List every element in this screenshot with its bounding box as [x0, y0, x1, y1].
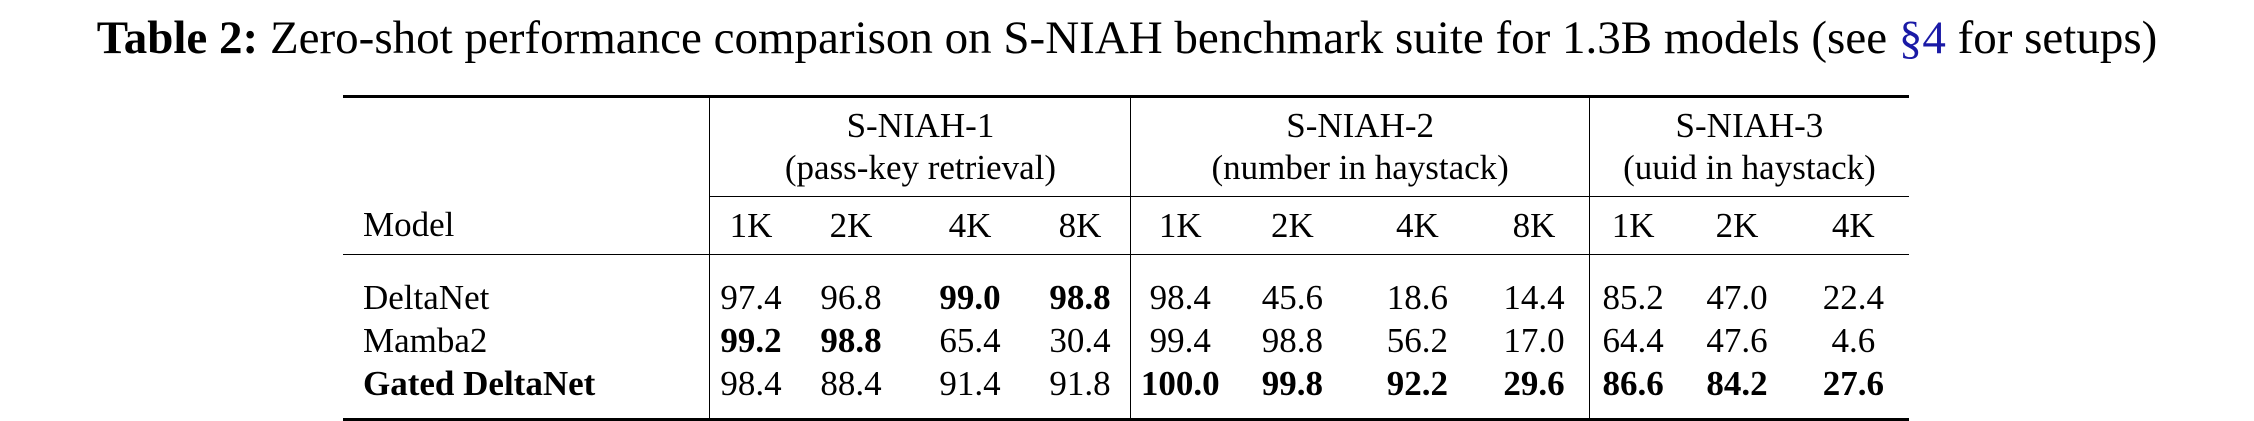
group-name: S-NIAH-1 — [846, 106, 995, 145]
score-cell: 96.8 — [820, 277, 882, 317]
model-name: Gated DeltaNet — [363, 364, 596, 403]
group-header-s-niah-1: S-NIAH-1 (pass-key retrieval) — [709, 96, 1131, 197]
length-header: 1K — [1130, 196, 1229, 255]
score-cell: 65.4 — [939, 321, 1001, 360]
score-cell: 91.4 — [939, 364, 1001, 403]
length-header: 2K — [1229, 196, 1356, 255]
length-header: 2K — [1676, 196, 1798, 255]
score-cell: 47.6 — [1706, 321, 1768, 360]
results-table: S-NIAH-1 (pass-key retrieval) S-NIAH-2 (… — [343, 95, 1909, 421]
score-cell: 99.0 — [939, 277, 1001, 317]
group-header-s-niah-2: S-NIAH-2 (number in haystack) — [1130, 96, 1590, 197]
score-cell: 22.4 — [1822, 277, 1884, 317]
group-header-s-niah-3: S-NIAH-3 (uuid in haystack) — [1588, 96, 1909, 197]
length-header: 2K — [791, 196, 911, 255]
score-cell: 99.2 — [709, 320, 792, 362]
empty-header-cell — [343, 97, 710, 197]
group-header-row: S-NIAH-1 (pass-key retrieval) S-NIAH-2 (… — [343, 96, 1909, 197]
model-name: DeltaNet — [363, 277, 490, 317]
score-cell: 64.4 — [1588, 320, 1677, 362]
score-cell: 99.4 — [1130, 320, 1229, 362]
score-cell: 45.6 — [1261, 277, 1323, 317]
length-header: 1K — [1588, 196, 1677, 255]
length-header: 1K — [709, 196, 792, 255]
score-cell: 97.4 — [709, 254, 792, 320]
score-cell: 98.4 — [709, 362, 792, 420]
table-caption: Table 2: Zero-shot performance compariso… — [0, 8, 2254, 68]
score-cell: 98.4 — [1130, 254, 1229, 320]
score-cell: 47.0 — [1706, 277, 1768, 317]
score-cell: 99.8 — [1261, 364, 1323, 403]
group-subtitle: (pass-key retrieval) — [784, 148, 1056, 187]
score-cell: 98.8 — [1261, 321, 1323, 360]
score-cell: 27.6 — [1822, 364, 1884, 403]
length-header: 4K — [910, 196, 1030, 255]
caption-text-end: for setups) — [1945, 12, 2158, 64]
table-row: Gated DeltaNet 98.4 88.4 91.4 91.8 100.0… — [343, 362, 1909, 420]
score-cell: 17.0 — [1503, 321, 1565, 360]
group-name: S-NIAH-3 — [1675, 106, 1824, 145]
model-column-header: Model — [343, 196, 710, 255]
group-subtitle: (number in haystack) — [1211, 148, 1509, 187]
score-cell: 98.8 — [820, 321, 882, 360]
table-row: Mamba2 99.2 98.8 65.4 30.4 99.4 98.8 56.… — [343, 320, 1909, 362]
score-cell: 100.0 — [1130, 362, 1229, 420]
caption-label: Table 2: — [96, 12, 259, 64]
table-row: DeltaNet 97.4 96.8 99.0 98.8 98.4 45.6 1… — [343, 254, 1909, 320]
score-cell: 88.4 — [820, 364, 882, 403]
score-cell: 86.6 — [1588, 362, 1677, 420]
model-name: Mamba2 — [363, 321, 488, 360]
score-cell: 85.2 — [1588, 254, 1677, 320]
score-cell: 98.8 — [1049, 277, 1111, 317]
score-cell: 91.8 — [1049, 364, 1111, 403]
group-name: S-NIAH-2 — [1286, 106, 1435, 145]
length-header: 4K — [1355, 196, 1480, 255]
score-cell: 14.4 — [1503, 277, 1565, 317]
score-cell: 18.6 — [1386, 277, 1449, 317]
length-header: 8K — [1479, 196, 1590, 255]
score-cell: 56.2 — [1386, 321, 1449, 360]
length-header: 8K — [1029, 196, 1131, 255]
caption-text: Zero-shot performance comparison on S-NI… — [258, 12, 1899, 64]
score-cell: 30.4 — [1049, 321, 1111, 360]
context-length-header-row: Model 1K 2K 4K 8K 1K 2K 4K 8K 1K 2K 4K — [343, 196, 1909, 255]
group-subtitle: (uuid in haystack) — [1623, 148, 1876, 187]
score-cell: 29.6 — [1503, 364, 1565, 403]
score-cell: 4.6 — [1831, 321, 1876, 360]
section-reference-link[interactable]: §4 — [1898, 12, 1946, 64]
score-cell: 92.2 — [1386, 364, 1449, 403]
length-header: 4K — [1797, 196, 1909, 255]
score-cell: 84.2 — [1706, 364, 1768, 403]
